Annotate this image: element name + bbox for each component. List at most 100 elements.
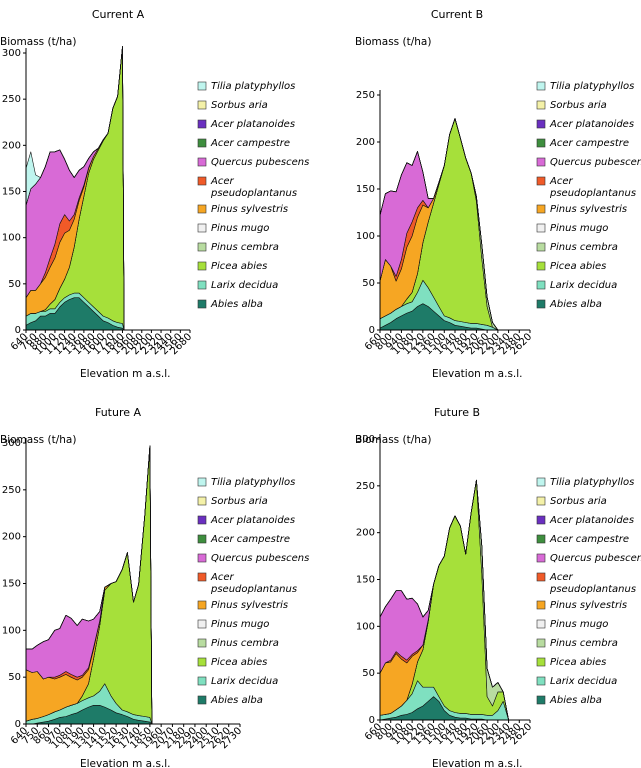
legend-label: Picea abies	[550, 657, 606, 668]
legend-swatch	[536, 100, 546, 110]
y-tick-label: 0	[15, 325, 21, 336]
legend-swatch	[536, 157, 546, 167]
y-tick-label: 150	[2, 579, 21, 590]
legend-swatch	[197, 138, 207, 148]
legend-swatch	[536, 515, 546, 525]
legend-swatch	[536, 261, 546, 271]
x-axis-label: Elevation m a.s.l.	[80, 368, 171, 380]
legend-label: Acer campestre	[549, 534, 629, 545]
y-tick-label: 100	[2, 625, 21, 636]
legend-label: pseudoplantanus	[549, 584, 636, 595]
legend-label: Abies alba	[210, 299, 263, 310]
legend-swatch	[536, 638, 546, 648]
y-tick-label: 50	[8, 672, 21, 683]
chart-title: Current B	[431, 8, 483, 21]
chart-title: Future B	[434, 406, 480, 419]
legend-label: Acer platanoides	[210, 515, 295, 526]
y-axis-label: Biomass (t/ha)	[355, 36, 431, 48]
legend-label: Pinus cembra	[211, 242, 279, 253]
legend-label: pseudoplantanus	[210, 584, 297, 595]
legend-swatch	[536, 676, 546, 686]
legend-swatch	[197, 676, 207, 686]
legend-swatch	[197, 223, 207, 233]
chart-panel-4: Future B Biomass (t/ha) 0 50 100 150 200 250 300…	[355, 406, 641, 768]
legend-label: Pinus sylvestris	[211, 204, 288, 215]
legend-swatch	[197, 477, 207, 487]
legend-label: Larix decidua	[550, 280, 617, 291]
area-series-tilia-platyphyllos	[25, 46, 125, 331]
legend-label: Pinus mugo	[550, 619, 608, 630]
legend-swatch	[536, 176, 546, 186]
legend-label: Acer	[549, 572, 573, 583]
legend-swatch	[536, 477, 546, 487]
legend-swatch	[197, 553, 207, 563]
y-tick-label: 250	[2, 485, 21, 496]
legend-swatch	[536, 572, 546, 582]
legend-label: Picea abies	[550, 261, 606, 272]
legend: Tilia platyphyllos Sorbus aria Acer platan…	[536, 81, 641, 310]
legend-swatch	[536, 223, 546, 233]
legend-swatch	[536, 553, 546, 563]
legend-label: Acer campestre	[210, 138, 290, 149]
y-axis-label: Biomass (t/ha)	[0, 434, 76, 446]
chart-panel-3: Future A Biomass (t/ha) 0 50 100 150 200 250 300…	[0, 406, 309, 768]
legend-label: Pinus mugo	[211, 619, 269, 630]
legend-label: Acer platanoides	[210, 119, 295, 130]
x-axis-label: Elevation m a.s.l.	[432, 368, 523, 380]
legend-label: pseudoplantanus	[549, 188, 636, 199]
legend: Tilia platyphyllos Sorbus aria Acer platan…	[197, 477, 309, 706]
legend-label: Quercus pubescens	[550, 553, 641, 564]
y-tick-label: 100	[356, 621, 375, 632]
legend: Tilia platyphyllos Sorbus aria Acer platan…	[197, 81, 309, 310]
chart-title: Future A	[95, 406, 142, 419]
chart-title: Current A	[92, 8, 145, 21]
legend-label: Abies alba	[549, 299, 602, 310]
y-tick-label: 150	[356, 575, 375, 586]
legend: Tilia platyphyllos Sorbus aria Acer platan…	[536, 477, 641, 706]
legend-label: Larix decidua	[211, 676, 278, 687]
legend-label: pseudoplantanus	[210, 188, 297, 199]
legend-label: Pinus cembra	[550, 638, 618, 649]
y-tick-label: 200	[356, 528, 375, 539]
legend-label: Acer platanoides	[549, 119, 634, 130]
legend-label: Larix decidua	[211, 280, 278, 291]
legend-swatch	[536, 657, 546, 667]
y-tick-label: 50	[8, 279, 21, 290]
legend-label: Larix decidua	[550, 676, 617, 687]
legend-swatch	[197, 534, 207, 544]
legend-swatch	[197, 695, 207, 705]
chart-panel-1: Current A Biomass (t/ha) 0 50 100 150 200 250 30…	[0, 8, 309, 380]
y-tick-label: 250	[2, 94, 21, 105]
y-tick-label: 0	[369, 325, 375, 336]
legend-label: Acer campestre	[549, 138, 629, 149]
legend-swatch	[197, 261, 207, 271]
legend-label: Pinus sylvestris	[550, 204, 627, 215]
legend-label: Acer	[210, 176, 234, 187]
legend-swatch	[197, 157, 207, 167]
legend-swatch	[197, 81, 207, 91]
y-axis-label: Biomass (t/ha)	[0, 36, 76, 48]
legend-swatch	[197, 619, 207, 629]
legend-label: Tilia platyphyllos	[211, 81, 295, 92]
y-tick-label: 250	[356, 481, 375, 492]
legend-swatch	[536, 299, 546, 309]
legend-swatch	[536, 81, 546, 91]
legend-swatch	[197, 657, 207, 667]
legend-label: Acer	[210, 572, 234, 583]
y-tick-label: 200	[2, 140, 21, 151]
y-tick-label: 150	[2, 187, 21, 198]
legend-swatch	[536, 600, 546, 610]
y-tick-label: 0	[369, 715, 375, 726]
y-tick-label: 100	[356, 231, 375, 242]
legend-swatch	[536, 496, 546, 506]
legend-label: Pinus mugo	[550, 223, 608, 234]
legend-swatch	[536, 242, 546, 252]
legend-swatch	[197, 572, 207, 582]
y-tick-label: 0	[15, 719, 21, 730]
legend-label: Quercus pubescens	[211, 157, 309, 168]
legend-swatch	[197, 299, 207, 309]
y-tick-label: 300	[2, 438, 21, 449]
y-tick-label: 250	[356, 90, 375, 101]
legend-swatch	[197, 204, 207, 214]
